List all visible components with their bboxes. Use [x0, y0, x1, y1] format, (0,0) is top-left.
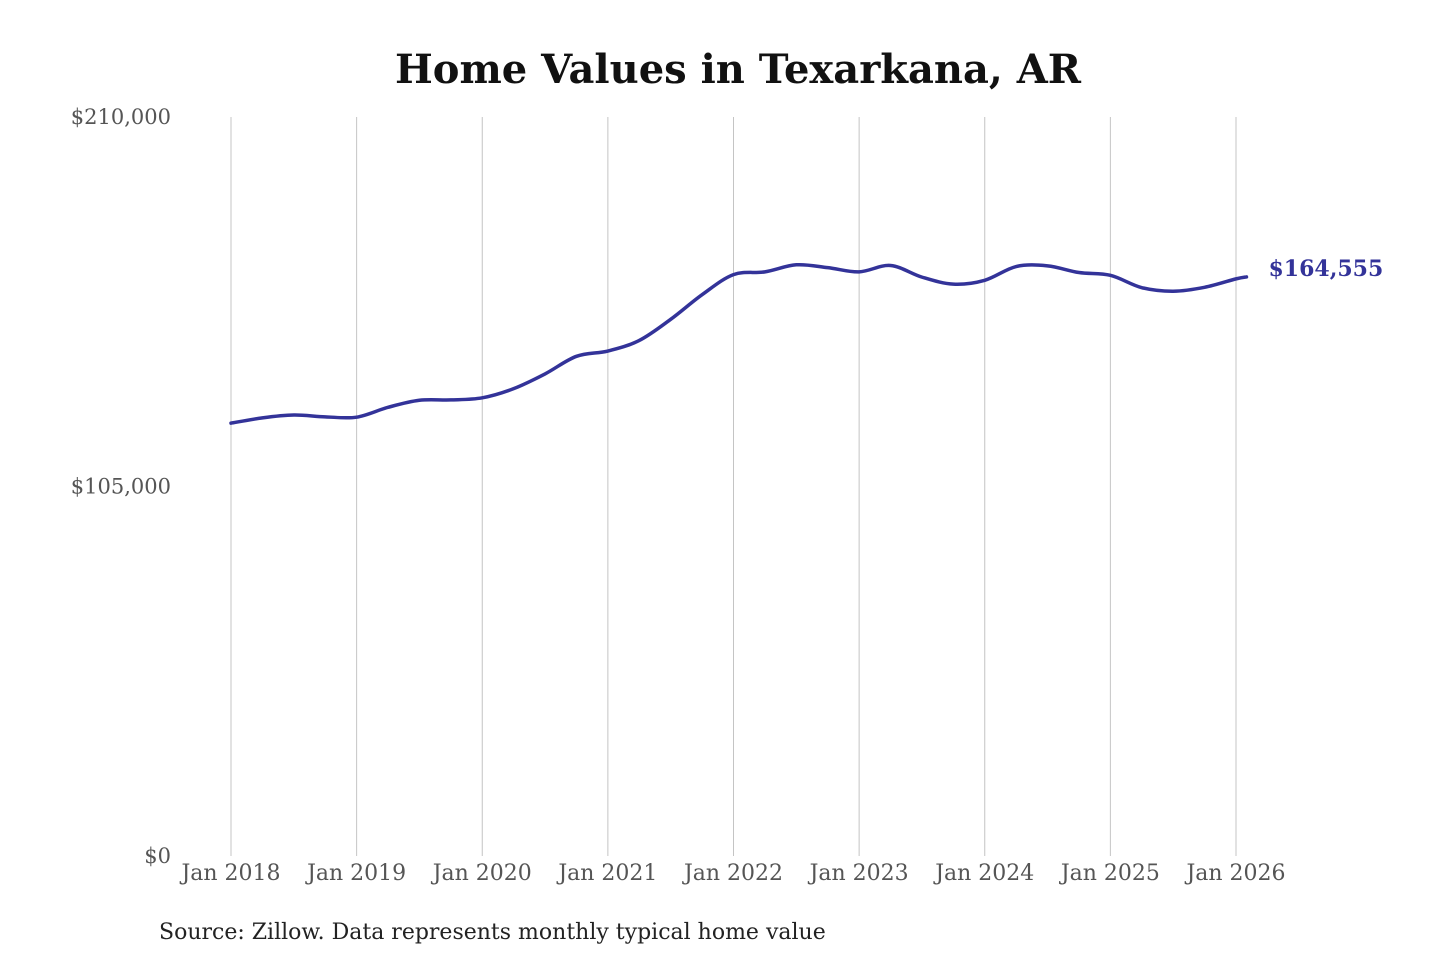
series-lines: $164,555 [229, 256, 1383, 425]
x-tick-label: Jan 2022 [682, 861, 783, 886]
x-tick-label: Jan 2026 [1184, 861, 1285, 886]
x-axis-ticks: Jan 2018 Jan 2019 Jan 2020 Jan 2021 Jan 2022… [179, 861, 1285, 886]
y-tick-label: $0 [144, 844, 171, 868]
chart-title: Home Values in Texarkana, AR [395, 46, 1082, 93]
x-tick-label: Jan 2024 [933, 861, 1034, 886]
source-note: Source: Zillow. Data represents monthly … [159, 920, 826, 945]
series-end-label: $164,555 [1268, 256, 1383, 282]
x-tick-label: Jan 2025 [1059, 861, 1160, 886]
grid-lines [230, 117, 1237, 856]
x-tick-label: Jan 2021 [556, 861, 657, 886]
x-tick-label: Jan 2018 [179, 861, 280, 886]
y-axis-ticks: $0 $105,000 $210,000 [71, 105, 171, 868]
y-tick-label: $105,000 [71, 475, 171, 499]
x-tick-label: Jan 2020 [431, 861, 532, 886]
y-tick-label: $210,000 [71, 105, 171, 129]
x-tick-label: Jan 2023 [808, 861, 909, 886]
series-line [229, 262, 1249, 425]
x-tick-label: Jan 2019 [305, 861, 406, 886]
